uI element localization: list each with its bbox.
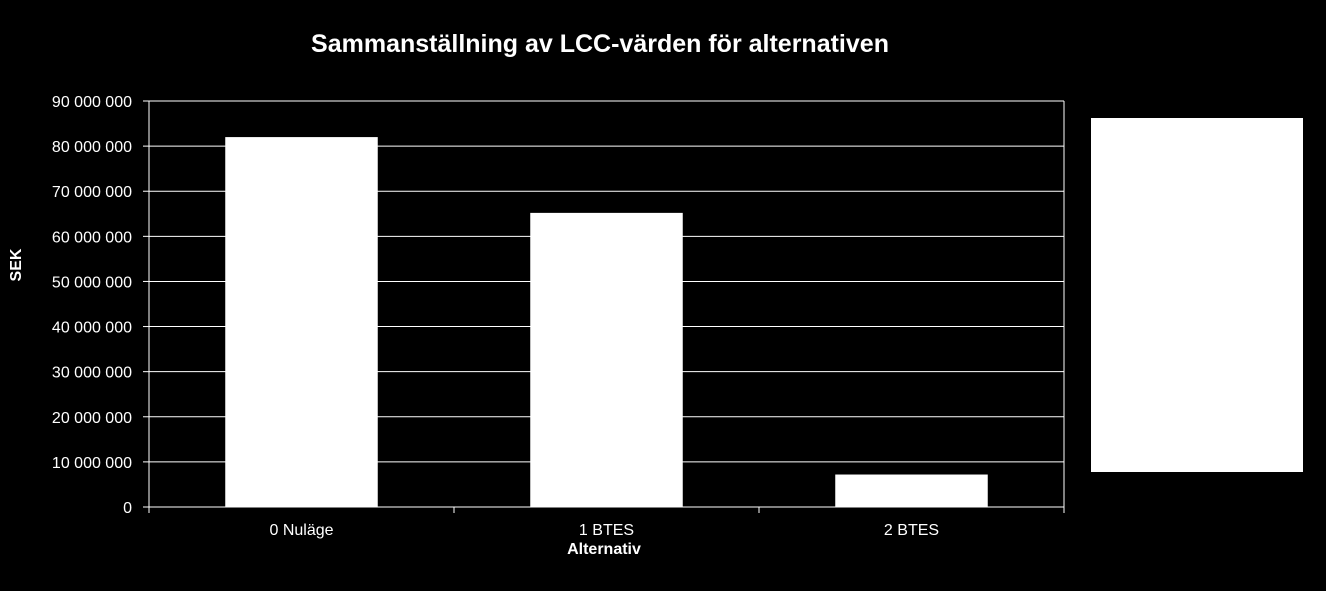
bar [225,137,378,508]
y-tick-label: 50 000 000 [52,274,132,291]
bar [530,212,683,507]
legend [1091,118,1303,472]
y-tick-label: 30 000 000 [52,365,132,382]
x-axis-label: Alternativ [567,541,641,558]
y-tick-label: 80 000 000 [52,139,132,156]
y-axis-ticks: 0 10 000 000 20 000 000 30 000 000 40 000 00… [52,94,149,517]
y-tick-label: 90 000 000 [52,94,132,111]
x-axis-ticks: 0 Nuläge 1 BTES 2 BTES [148,507,1065,539]
y-tick-label: 0 [123,500,132,517]
bar [835,474,988,507]
y-tick-label: 60 000 000 [52,229,132,246]
y-tick-label: 20 000 000 [52,410,132,427]
y-tick-label: 70 000 000 [52,184,132,201]
chart-title: Sammanställning av LCC-värden för altern… [311,30,889,58]
bars [225,137,988,508]
x-tick-label: 0 Nuläge [269,522,333,539]
y-tick-label: 40 000 000 [52,320,132,337]
x-tick-label: 1 BTES [579,522,634,539]
x-tick-label: 2 BTES [884,522,939,539]
y-axis-label: SEK [8,248,25,281]
y-tick-label: 10 000 000 [52,455,132,472]
